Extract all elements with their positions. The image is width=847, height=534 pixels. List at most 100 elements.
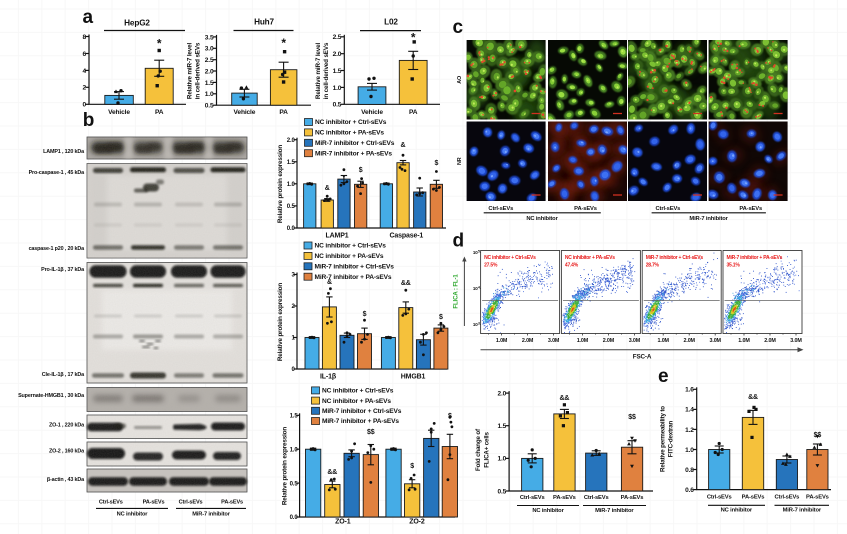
svg-text:PA-sEVs: PA-sEVs — [221, 500, 243, 506]
svg-text:Relative miR-7 level: Relative miR-7 level — [315, 43, 322, 100]
svg-text:NC inhibitor + PA-sEVs: NC inhibitor + PA-sEVs — [315, 253, 384, 260]
svg-text:1.0: 1.0 — [205, 91, 214, 98]
svg-text:NR: NR — [457, 157, 463, 165]
svg-text:NC inhibitor + PA-sEVs: NC inhibitor + PA-sEVs — [315, 130, 384, 137]
svg-text:0.5: 0.5 — [205, 103, 214, 110]
svg-text:L02: L02 — [384, 18, 398, 27]
svg-text:NC inhibitor + Ctrl-sEVs: NC inhibitor + Ctrl-sEVs — [322, 388, 394, 395]
svg-text:2.0M: 2.0M — [603, 338, 615, 344]
svg-text:0.5: 0.5 — [333, 102, 342, 109]
svg-text:MiR-7 inhibitor + PA-sEVs: MiR-7 inhibitor + PA-sEVs — [315, 274, 392, 281]
svg-text:1.5: 1.5 — [205, 80, 214, 87]
svg-text:ZO-2 , 160 kDa: ZO-2 , 160 kDa — [49, 448, 85, 454]
svg-text:0.0: 0.0 — [287, 225, 296, 232]
svg-text:PA-sEVs: PA-sEVs — [574, 206, 597, 212]
svg-text:Supernate-HMGB1 , 30 kDa: Supernate-HMGB1 , 30 kDa — [18, 393, 85, 399]
svg-text:1.0: 1.0 — [287, 181, 296, 188]
svg-text:HepG2: HepG2 — [124, 19, 150, 28]
svg-text:&: & — [401, 142, 406, 149]
svg-text:28.7%: 28.7% — [646, 263, 660, 269]
svg-text:Relative protein expression: Relative protein expression — [277, 283, 284, 361]
svg-text:MiR-7 inhibitor: MiR-7 inhibitor — [192, 512, 230, 518]
svg-text:ZO-2: ZO-2 — [409, 519, 425, 526]
svg-text:2: 2 — [82, 85, 86, 92]
svg-text:Ctrl-sEVs: Ctrl-sEVs — [488, 206, 513, 212]
svg-text:Vehicle: Vehicle — [108, 109, 130, 116]
svg-text:0: 0 — [292, 366, 296, 373]
svg-text:$: $ — [448, 413, 452, 420]
svg-text:caspase-1 p20 , 20 kDa: caspase-1 p20 , 20 kDa — [29, 246, 86, 252]
svg-text:NC inhibitor + Ctrl-sEVs: NC inhibitor + Ctrl-sEVs — [315, 243, 387, 250]
svg-text:47.4%: 47.4% — [565, 263, 579, 269]
svg-text:d: d — [453, 231, 464, 252]
svg-text:1.5: 1.5 — [290, 413, 299, 420]
svg-text:$$: $$ — [367, 429, 375, 436]
svg-text:Ctrl-sEVs: Ctrl-sEVs — [99, 500, 123, 506]
svg-text:β-actin , 43 kDa: β-actin , 43 kDa — [47, 477, 85, 483]
svg-text:IL-1β: IL-1β — [320, 374, 337, 381]
svg-text:Ctrl-sEVs: Ctrl-sEVs — [656, 206, 681, 212]
svg-text:&: & — [325, 185, 330, 192]
svg-text:3.0M: 3.0M — [710, 338, 722, 344]
svg-text:3.0M: 3.0M — [548, 338, 560, 344]
svg-text:1.0M: 1.0M — [577, 338, 589, 344]
svg-text:1.5: 1.5 — [287, 159, 296, 166]
svg-text:Caspase-1: Caspase-1 — [389, 232, 423, 239]
svg-text:3.0M: 3.0M — [629, 338, 641, 344]
svg-text:Ctrl-sEVs: Ctrl-sEVs — [179, 500, 203, 506]
svg-text:PA-sEVs: PA-sEVs — [739, 206, 762, 212]
svg-text:a: a — [83, 7, 94, 28]
svg-text:4: 4 — [82, 68, 86, 75]
svg-text:Pro-IL-1β , 37 kDa: Pro-IL-1β , 37 kDa — [41, 267, 85, 273]
svg-text:Vehicle: Vehicle — [361, 109, 383, 116]
svg-text:NC inhibitor + Ctrl-sEVs: NC inhibitor + Ctrl-sEVs — [315, 119, 387, 126]
svg-text:&&: && — [401, 280, 411, 287]
svg-text:Relative protein expression: Relative protein expression — [277, 145, 284, 223]
svg-text:2.0M: 2.0M — [684, 338, 696, 344]
svg-text:$: $ — [359, 167, 363, 174]
svg-text:1.0: 1.0 — [290, 446, 299, 453]
svg-text:MiR-7 inhibitor: MiR-7 inhibitor — [689, 216, 728, 222]
svg-text:MiR-7 inhibitor + Ctrl-sEVs: MiR-7 inhibitor + Ctrl-sEVs — [315, 140, 395, 147]
svg-text:2.0: 2.0 — [287, 137, 296, 144]
svg-text:MiR-7 inhibitor + Ctrl-sEVs: MiR-7 inhibitor + Ctrl-sEVs — [322, 408, 402, 415]
svg-text:$: $ — [410, 463, 414, 470]
svg-text:Relative protein expression: Relative protein expression — [282, 427, 289, 505]
svg-text:27.5%: 27.5% — [484, 263, 498, 269]
svg-text:b: b — [83, 110, 94, 131]
svg-text:NC inhibitor + PA-sEVs: NC inhibitor + PA-sEVs — [322, 398, 391, 405]
svg-text:2: 2 — [292, 303, 296, 310]
svg-text:1.0M: 1.0M — [658, 338, 670, 344]
svg-text:8: 8 — [82, 34, 86, 41]
svg-text:$: $ — [363, 311, 367, 318]
svg-text:&: & — [327, 279, 332, 286]
svg-text:2.0M: 2.0M — [522, 338, 534, 344]
svg-text:PA-sEVs: PA-sEVs — [143, 500, 165, 506]
svg-text:2.5: 2.5 — [205, 57, 214, 64]
svg-text:c: c — [453, 17, 464, 38]
svg-text:AO: AO — [457, 76, 463, 84]
svg-text:2.0: 2.0 — [205, 68, 214, 75]
svg-text:NC inhibitor + PA-sEVs: NC inhibitor + PA-sEVs — [565, 255, 615, 261]
svg-text:NC inhibitor + Ctrl-sEVs: NC inhibitor + Ctrl-sEVs — [484, 255, 536, 261]
svg-text:6: 6 — [82, 51, 86, 58]
svg-text:HMGB1: HMGB1 — [401, 374, 426, 381]
svg-text:Vehicle: Vehicle — [234, 109, 256, 116]
svg-text:3: 3 — [292, 272, 296, 279]
svg-text:&&: && — [327, 469, 337, 476]
svg-text:PA: PA — [409, 109, 418, 116]
svg-text:*: * — [411, 31, 416, 45]
svg-text:1.0M: 1.0M — [496, 338, 508, 344]
svg-text:1.5: 1.5 — [333, 68, 342, 75]
svg-text:3.0: 3.0 — [205, 46, 214, 53]
svg-text:e: e — [658, 366, 668, 387]
svg-text:ZO-1 , 220 kDa: ZO-1 , 220 kDa — [49, 423, 85, 429]
svg-text:$: $ — [439, 314, 443, 321]
svg-text:LAMP1: LAMP1 — [326, 232, 349, 239]
svg-text:0.0: 0.0 — [290, 514, 299, 521]
svg-text:MiR-7 inhibitor + Ctrl-sEVs: MiR-7 inhibitor + Ctrl-sEVs — [646, 255, 704, 261]
svg-text:ZO-1: ZO-1 — [335, 519, 351, 526]
svg-text:MiR-7 inhibitor + PA-sEVs: MiR-7 inhibitor + PA-sEVs — [315, 150, 392, 157]
svg-text:NC inhibitor: NC inhibitor — [526, 216, 558, 222]
svg-text:Cle-IL-1β , 17 kDa: Cle-IL-1β , 17 kDa — [42, 372, 85, 378]
